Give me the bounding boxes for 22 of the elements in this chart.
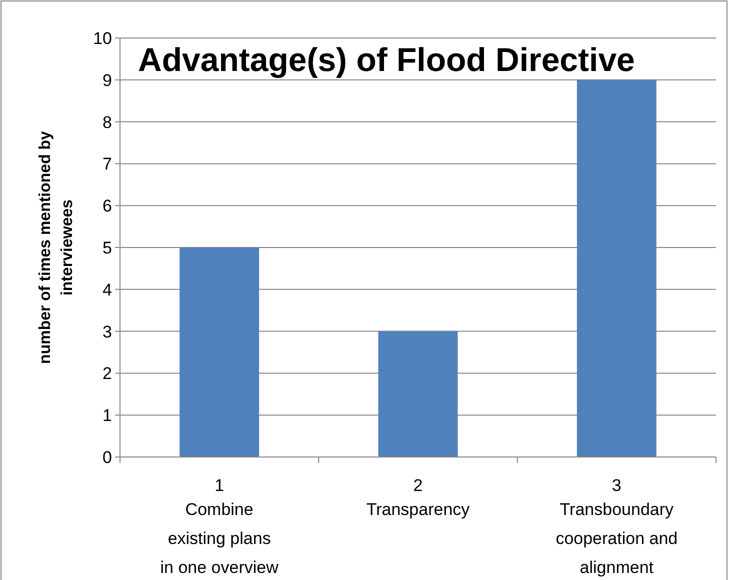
chart-title: Advantage(s) of Flood Directive [138,41,635,78]
x-tick-label: 1 [214,476,224,495]
y-tick-label: 7 [102,154,112,174]
text: Transboundary cooperation and alignment [556,500,678,577]
y-tick-label: 10 [93,28,112,48]
bar [180,248,260,457]
y-tick-label: 0 [102,448,112,467]
y-tick-label: 9 [102,70,112,90]
y-tick-label: 3 [102,322,112,342]
y-tick-label: 2 [102,364,112,384]
y-tick-label: 4 [102,280,112,300]
y-axis-title: number of times mentioned by interviewees [37,130,76,364]
y-tick-label: 5 [102,238,112,258]
text: Transparency [366,500,470,519]
text: Combine existing plans in one overview [160,500,280,577]
bar [576,80,656,457]
y-tick-label: 6 [102,196,112,216]
x-tick-label: 3 [612,476,622,495]
y-tick-label: 1 [102,406,112,426]
y-tick-label: 8 [102,112,112,132]
x-tick-label: 2 [413,476,423,495]
bar [378,331,458,457]
